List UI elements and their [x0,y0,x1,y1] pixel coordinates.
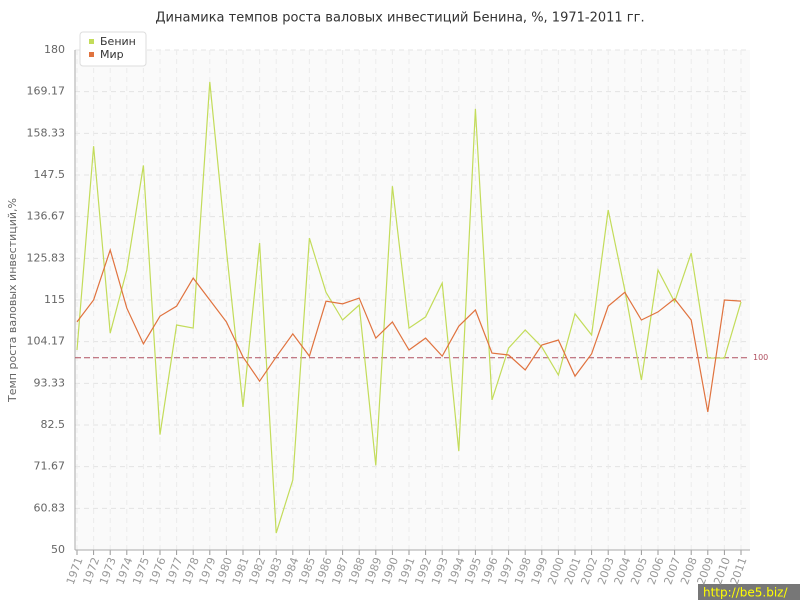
y-tick-label: 82.5 [41,418,66,431]
y-tick-label: 180 [44,43,65,56]
series-line [76,81,742,534]
legend-label: Мир [100,48,124,61]
y-tick-label: 104.17 [27,335,66,348]
legend-label: Бенин [100,35,136,48]
reference-label: 100 [753,353,768,362]
legend-box [79,31,147,67]
y-tick-label: 136.67 [27,210,66,223]
watermark: http://be5.biz/ [703,586,788,600]
y-tick-label: 158.33 [27,126,66,139]
y-axis-label: Темп роста валовых инвестиций,% [6,198,19,403]
watermark-bg [698,584,800,600]
y-tick-label: 115 [44,293,65,306]
y-tick-label: 50 [51,543,65,556]
y-tick-label: 60.83 [34,501,66,514]
y-tick-label: 147.5 [34,168,66,181]
y-tick-label: 125.83 [27,251,66,264]
y-tick-label: 169.17 [27,85,66,98]
y-tick-label: 71.67 [34,460,66,473]
chart-title: Динамика темпов роста валовых инвестиций… [155,11,644,26]
legend-swatch [89,52,94,57]
y-tick-label: 93.33 [34,376,66,389]
legend-swatch [89,39,94,44]
series-line [76,247,742,413]
